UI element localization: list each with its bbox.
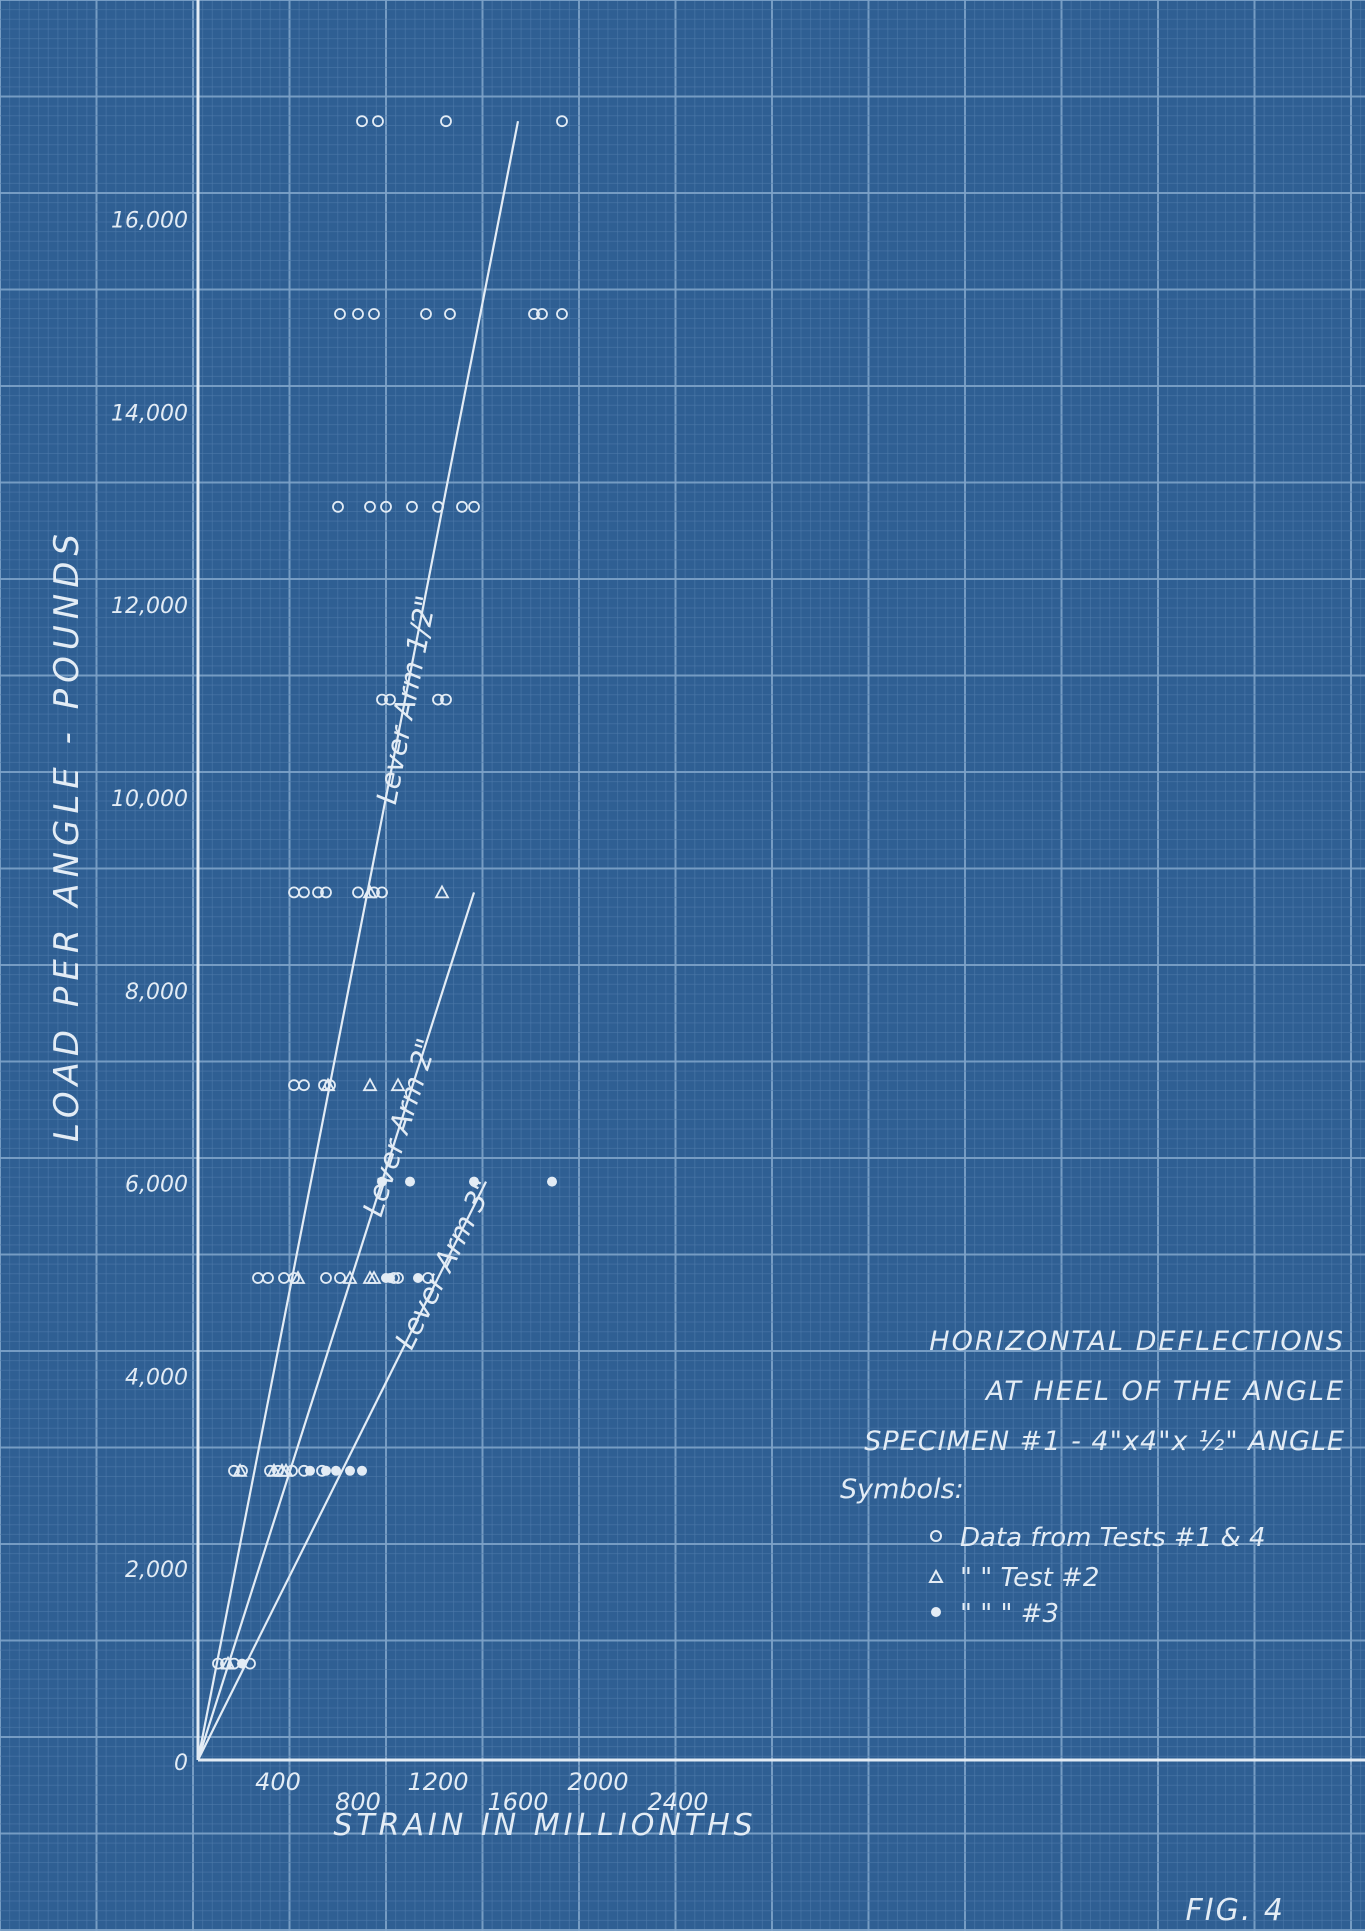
data-point-dot <box>321 1465 331 1476</box>
data-point-circle <box>556 115 568 128</box>
data-point-triangle <box>290 1270 306 1284</box>
legend-heading: Symbols: <box>840 1474 964 1505</box>
data-point-circle <box>376 693 388 706</box>
data-point-circle <box>432 500 444 513</box>
data-point-dot <box>357 1465 367 1476</box>
data-point-circle <box>312 886 324 899</box>
data-point-triangle <box>278 1462 294 1477</box>
y-tick-label: 8,000 <box>125 980 188 1005</box>
data-point-triangle <box>342 1270 358 1284</box>
legend-dot-marker <box>931 1607 941 1617</box>
data-point-triangle <box>320 1077 336 1092</box>
data-point-circle <box>536 308 548 320</box>
data-point-dot <box>405 1176 415 1187</box>
x-tick-label: 800 <box>335 1788 381 1816</box>
data-point-triangle <box>390 1077 406 1092</box>
data-point-circle <box>320 886 332 899</box>
y-tick-label: 0 <box>174 1751 188 1776</box>
data-point-circle <box>352 308 364 320</box>
data-point-circle <box>440 693 452 706</box>
y-tick-label: 10,000 <box>111 787 188 812</box>
legend-entry-2: " " Test #2 <box>960 1563 1099 1593</box>
data-point-circle <box>406 500 418 513</box>
y-tick-label: 6,000 <box>125 1173 188 1198</box>
data-point-triangle <box>266 1462 282 1477</box>
data-point-circle <box>432 693 444 706</box>
data-point-dot <box>237 1658 247 1669</box>
title-line-3: SPECIMEN #1 - 4"x4"x ½" ANGLE <box>864 1426 1345 1457</box>
data-point-dot <box>331 1465 341 1476</box>
figure-number-label: FIG. 4 <box>1185 1893 1285 1928</box>
data-point-triangle <box>434 884 450 899</box>
data-point-circle <box>356 115 368 128</box>
legend-entry-3: " " " #3 <box>960 1599 1059 1629</box>
data-point-circle <box>444 308 456 320</box>
data-points <box>212 115 568 1670</box>
y-tick-label: 12,000 <box>111 594 188 619</box>
data-point-dot <box>305 1465 315 1476</box>
y-tick-label: 16,000 <box>111 209 188 234</box>
data-point-circle <box>334 1272 346 1284</box>
data-point-circle <box>380 500 392 513</box>
y-tick-label: 2,000 <box>125 1558 188 1583</box>
data-point-circle <box>468 500 480 513</box>
chart-title: HORIZONTAL DEFLECTIONS AT HEEL OF THE AN… <box>864 1326 1345 1457</box>
data-point-triangle <box>232 1462 248 1477</box>
data-point-circle <box>334 308 346 320</box>
legend-triangle-marker <box>928 1568 944 1583</box>
legend-circle-marker <box>930 1530 942 1542</box>
x-tick-label: 1600 <box>487 1788 548 1816</box>
x-tick-label: 2000 <box>567 1768 628 1796</box>
lever-arm-line <box>196 892 476 1761</box>
x-axis-label: STRAIN IN MILLIONTHS <box>333 1808 756 1843</box>
data-point-circle <box>212 1657 224 1670</box>
x-tick-label: 2400 <box>647 1788 708 1816</box>
data-point-dot <box>469 1176 479 1187</box>
data-point-circle <box>320 1272 332 1284</box>
tick-labels: 0 2,000 4,000 6,000 8,000 10,000 12,000 14,000 1… <box>111 209 709 1816</box>
data-point-circle <box>364 500 376 513</box>
data-point-circle <box>372 115 384 128</box>
data-point-dot <box>377 1176 387 1187</box>
axes <box>196 0 1365 1762</box>
data-point-circle <box>556 308 568 320</box>
x-tick-label: 1200 <box>407 1768 468 1796</box>
data-point-dot <box>547 1176 557 1187</box>
data-point-circle <box>332 500 344 513</box>
y-tick-label: 14,000 <box>111 401 188 426</box>
title-line-2: AT HEEL OF THE ANGLE <box>984 1376 1345 1407</box>
data-point-circle <box>440 115 452 128</box>
data-point-dot <box>413 1273 423 1283</box>
y-tick-label: 4,000 <box>125 1365 188 1390</box>
data-point-circle <box>456 500 468 513</box>
data-point-triangle <box>362 884 378 899</box>
data-point-dot <box>385 1273 395 1283</box>
data-point-circle <box>368 308 380 320</box>
data-point-circle <box>384 693 396 706</box>
data-point-dot <box>345 1465 355 1476</box>
data-point-circle <box>376 886 388 899</box>
legend: Symbols: Data from Tests #1 & 4 " " Test… <box>840 1474 1266 1629</box>
data-point-circle <box>352 886 364 899</box>
y-axis-label: LOAD PER ANGLE - POUNDS <box>47 528 87 1142</box>
data-point-circle <box>262 1272 274 1284</box>
data-point-circle <box>298 1079 310 1092</box>
data-point-triangle <box>362 1077 378 1092</box>
data-point-triangle <box>366 1270 382 1284</box>
lever-arm-line <box>196 120 520 1761</box>
x-tick-label: 400 <box>255 1768 301 1796</box>
data-point-circle <box>528 308 540 320</box>
data-point-circle <box>298 886 310 899</box>
title-line-1: HORIZONTAL DEFLECTIONS <box>929 1326 1345 1357</box>
data-point-circle <box>420 308 432 320</box>
legend-entry-1: Data from Tests #1 & 4 <box>960 1523 1266 1553</box>
data-point-triangle <box>220 1655 236 1670</box>
